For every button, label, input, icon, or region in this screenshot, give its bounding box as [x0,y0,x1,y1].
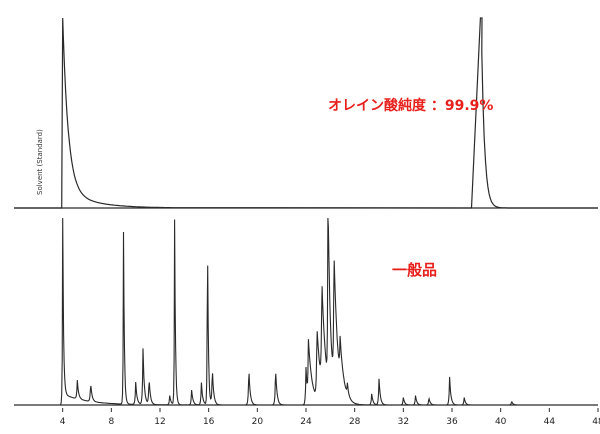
x-axis: 4812162024283236404448 [60,408,600,427]
x-tick-label: 16 [203,417,215,427]
solvent-standard-label: Solvent (Standard) [36,129,44,195]
x-tick-label: 32 [398,417,409,427]
x-tick-label: 20 [252,417,264,427]
bottom-trace-line [14,217,598,406]
x-tick-label: 44 [544,417,556,427]
x-tick-label: 4 [60,417,66,427]
x-tick-label: 40 [495,417,507,427]
x-tick-label: 36 [446,417,458,427]
x-tick-label: 8 [108,417,114,427]
x-tick-label: 28 [349,417,361,427]
x-tick-label: 48 [592,417,600,427]
bottom-chromatogram: 一般品 [14,217,598,406]
oleic-acid-purity-label: オレイン酸純度 ：99.9% [328,97,493,114]
top-chromatogram: Solvent (Standard) オレイン酸純度 ：99.9% [14,17,598,209]
top-trace-line [14,17,598,209]
x-tick-label: 24 [300,417,312,427]
general-product-label: 一般品 [392,261,437,279]
x-tick-label: 12 [154,417,165,427]
